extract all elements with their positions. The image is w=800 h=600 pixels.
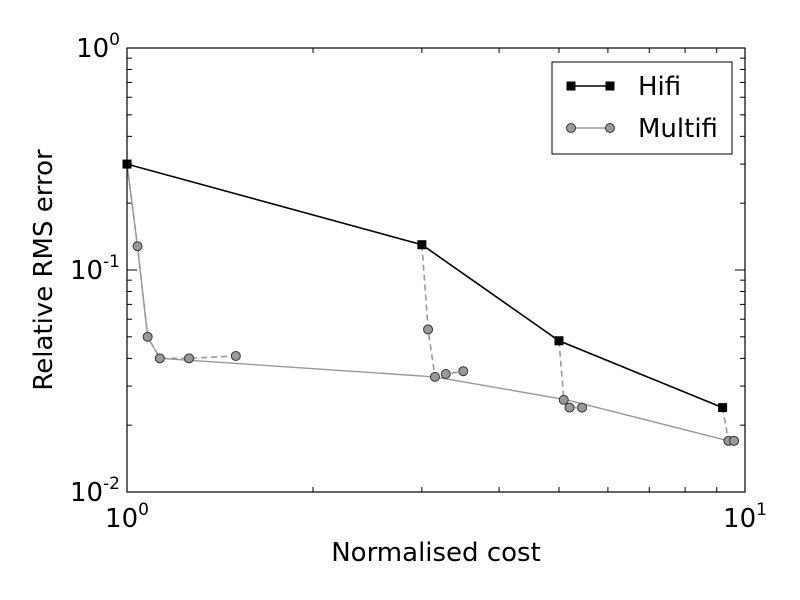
multifi-point <box>154 353 165 364</box>
multifi-point <box>132 241 143 252</box>
branch-dashed-line <box>721 407 734 442</box>
multifi-point <box>184 353 195 364</box>
series-lines <box>126 163 729 442</box>
multifi-point <box>729 435 740 446</box>
legend-marker-multifi <box>605 123 615 133</box>
multifi-point <box>429 371 440 382</box>
y-tick-labels: 100 10-1 10-2 <box>70 30 120 508</box>
multifi-point <box>230 350 241 361</box>
multifi-point <box>458 366 469 377</box>
multifi-point <box>423 324 434 335</box>
multifi-branches <box>126 163 734 442</box>
legend-marker-hifi <box>605 81 615 91</box>
data-markers <box>122 159 740 446</box>
multifi-point <box>142 331 153 342</box>
hifi-point <box>554 336 564 346</box>
legend-box <box>551 61 733 155</box>
multifi-point <box>564 402 575 413</box>
multifi-point <box>440 369 451 380</box>
legend-label-hifi: Hifi <box>638 72 681 102</box>
multifi-point <box>558 394 569 405</box>
x-tick-label: 101 <box>723 500 767 534</box>
legend-label-multifi: Multifi <box>638 114 718 144</box>
y-tick-label: 10-2 <box>70 474 120 508</box>
series-line-multifi <box>126 164 729 442</box>
minor-ticks <box>127 48 745 492</box>
y-axis-label: Relative RMS error <box>29 149 59 391</box>
legend: Hifi Multifi <box>551 61 733 155</box>
plot-frame <box>126 47 746 493</box>
legend-marker-multifi <box>566 123 576 133</box>
multifi-point <box>577 402 588 413</box>
x-axis-label: Normalised cost <box>331 538 541 568</box>
x-tick-label: 100 <box>105 500 149 534</box>
legend-marker-hifi <box>566 81 576 91</box>
hifi-point <box>718 403 728 413</box>
y-tick-label: 10-1 <box>70 252 120 286</box>
y-tick-label: 100 <box>76 30 120 64</box>
x-tick-labels: 100 101 <box>105 500 767 534</box>
series-line-hifi <box>126 163 723 409</box>
branch-dashed-line <box>126 163 236 360</box>
branch-dashed-line <box>421 244 464 378</box>
hifi-point <box>417 240 427 250</box>
